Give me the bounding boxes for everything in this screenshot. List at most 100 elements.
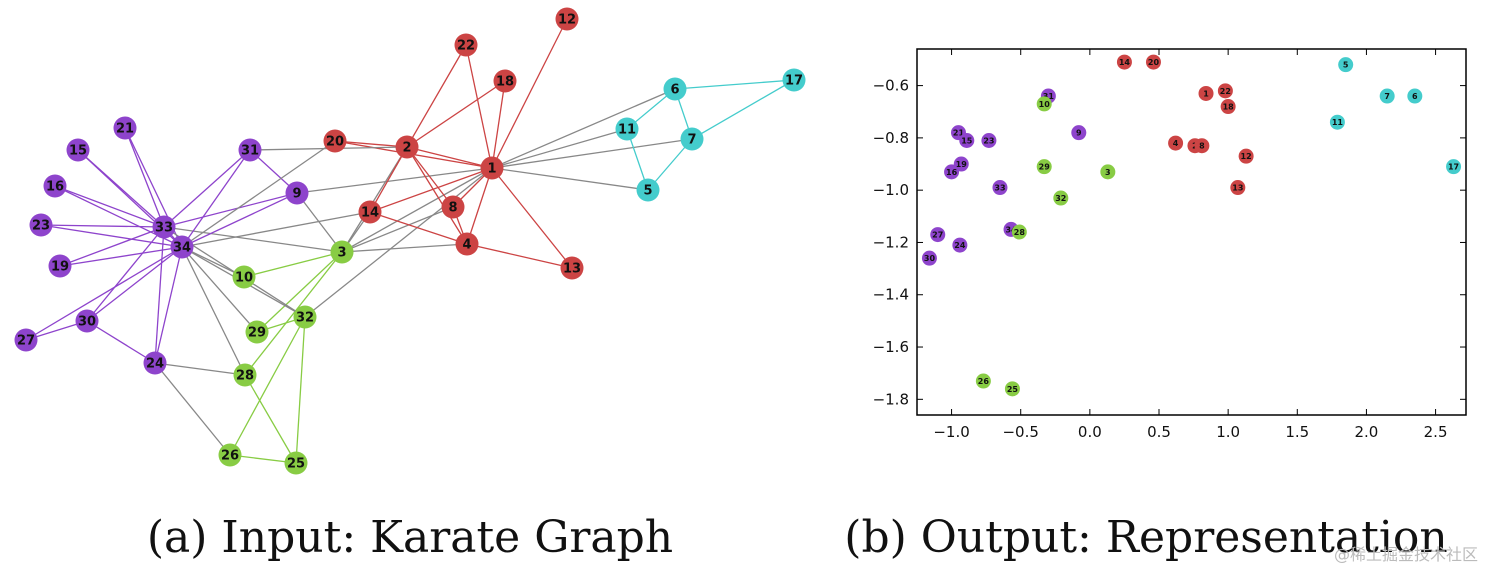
graph-edge-1-7 bbox=[491, 138, 693, 169]
graph-nodes: 1234567891011121314151617181920212223242… bbox=[14, 7, 806, 475]
scatter-point-30: 30 bbox=[921, 250, 937, 266]
scatter-point-label: 9 bbox=[1076, 129, 1082, 138]
graph-node-label: 19 bbox=[51, 260, 69, 275]
graph-node-label: 20 bbox=[326, 135, 344, 150]
graph-edge-3-8 bbox=[341, 206, 454, 253]
scatter-point-18: 18 bbox=[1220, 99, 1236, 115]
scatter-point-label: 23 bbox=[983, 137, 994, 146]
scatter-point-24: 24 bbox=[952, 237, 968, 253]
scatter-point-marker bbox=[1194, 138, 1210, 154]
graph-edge-24-30 bbox=[86, 320, 156, 364]
graph-node-label: 31 bbox=[241, 144, 259, 159]
graph-node-label: 16 bbox=[46, 180, 64, 195]
scatter-point-label: 8 bbox=[1199, 142, 1205, 151]
scatter-point-marker bbox=[1036, 159, 1052, 175]
scatter-point-marker bbox=[1100, 164, 1116, 180]
scatter-point-8: 8 bbox=[1194, 138, 1210, 154]
graph-node-circle bbox=[680, 127, 704, 151]
graph-node-label: 28 bbox=[236, 369, 254, 384]
scatter-point-10: 10 bbox=[1036, 96, 1052, 112]
graph-edge-24-28 bbox=[154, 362, 246, 376]
watermark: @稀土掘金技术社区 bbox=[1334, 545, 1478, 564]
graph-node-label: 18 bbox=[496, 75, 514, 90]
graph-node-9: 9 bbox=[285, 181, 309, 205]
graph-edge-21-33 bbox=[124, 127, 165, 228]
scatter-point-label: 29 bbox=[1039, 163, 1051, 172]
graph-node-label: 13 bbox=[563, 262, 581, 277]
scatter-point-marker bbox=[1446, 159, 1462, 175]
graph-node-label: 7 bbox=[687, 133, 696, 148]
graph-node-17: 17 bbox=[782, 68, 806, 92]
graph-node-circle bbox=[284, 451, 308, 475]
graph-node-circle bbox=[113, 116, 137, 140]
scatter-point-13: 13 bbox=[1230, 180, 1246, 196]
graph-edge-27-34 bbox=[25, 246, 183, 341]
graph-edge-1-22 bbox=[465, 44, 493, 169]
scatter-point-11: 11 bbox=[1329, 114, 1345, 130]
caption-right: (b) Output: Representation bbox=[844, 512, 1447, 563]
scatter-point-label: 13 bbox=[1232, 184, 1243, 193]
graph-node-19: 19 bbox=[48, 254, 72, 278]
scatter-point-marker bbox=[1011, 224, 1027, 240]
graph-node-25: 25 bbox=[284, 451, 308, 475]
graph-node-11: 11 bbox=[615, 117, 639, 141]
graph-edge-25-32 bbox=[295, 316, 306, 464]
scatter-point-marker bbox=[1238, 148, 1254, 164]
graph-node-label: 21 bbox=[116, 122, 134, 137]
scatter-point-25: 25 bbox=[1004, 381, 1020, 397]
graph-edge-24-33 bbox=[154, 226, 165, 364]
graph-node-8: 8 bbox=[441, 195, 465, 219]
graph-node-circle bbox=[493, 69, 517, 93]
graph-node-circle bbox=[330, 240, 354, 264]
graph-node-33: 33 bbox=[152, 215, 176, 239]
graph-node-circle bbox=[555, 7, 579, 31]
graph-node-label: 30 bbox=[78, 315, 96, 330]
graph-node-label: 25 bbox=[287, 457, 305, 472]
graph-node-label: 15 bbox=[69, 144, 87, 159]
scatter-point-marker bbox=[1198, 85, 1214, 101]
graph-edge-1-5 bbox=[491, 167, 649, 191]
graph-node-label: 14 bbox=[361, 206, 379, 221]
graph-node-label: 27 bbox=[17, 334, 35, 349]
plot-frame bbox=[916, 48, 1467, 416]
graph-node-13: 13 bbox=[560, 256, 584, 280]
graph-node-label: 33 bbox=[155, 221, 173, 236]
scatter-point-label: 10 bbox=[1039, 100, 1051, 109]
graph-node-24: 24 bbox=[143, 351, 167, 375]
graph-edge-29-34 bbox=[181, 246, 258, 333]
scatter-point-label: 24 bbox=[954, 241, 966, 250]
graph-node-label: 4 bbox=[462, 238, 471, 253]
graph-edge-26-32 bbox=[229, 316, 306, 456]
graph-node-circle bbox=[245, 320, 269, 344]
graph-node-label: 29 bbox=[248, 326, 266, 341]
scatter-point-1: 1 bbox=[1198, 85, 1214, 101]
scatter-point-marker bbox=[1168, 135, 1184, 151]
graph-node-label: 6 bbox=[670, 83, 679, 98]
graph-node-1: 1 bbox=[480, 156, 504, 180]
scatter-point-label: 19 bbox=[956, 160, 968, 169]
graph-node-label: 10 bbox=[235, 271, 253, 286]
scatter-point-label: 4 bbox=[1173, 139, 1179, 148]
scatter-point-20: 20 bbox=[1145, 54, 1161, 70]
scatter-point-marker bbox=[1338, 57, 1354, 73]
x-tick-label: 1.5 bbox=[1285, 423, 1309, 441]
graph-edge-20-34 bbox=[181, 140, 336, 248]
graph-node-6: 6 bbox=[663, 77, 687, 101]
graph-edge-2-4 bbox=[406, 146, 468, 245]
graph-edge-28-34 bbox=[181, 246, 246, 376]
scatter-point-15: 15 bbox=[959, 133, 975, 148]
graph-node-34: 34 bbox=[170, 235, 194, 259]
graph-node-circle bbox=[29, 213, 53, 237]
x-tick-label: −1.0 bbox=[933, 423, 969, 441]
graph-node-label: 22 bbox=[457, 39, 475, 54]
graph-node-5: 5 bbox=[636, 178, 660, 202]
graph-edge-9-34 bbox=[181, 192, 298, 248]
graph-node-circle bbox=[663, 77, 687, 101]
graph-edge-1-12 bbox=[491, 18, 568, 169]
graph-node-23: 23 bbox=[29, 213, 53, 237]
x-tick-label: 1.0 bbox=[1216, 423, 1240, 441]
scatter-point-33: 33 bbox=[992, 180, 1008, 196]
scatter-point-28: 28 bbox=[1011, 224, 1027, 240]
graph-edge-23-33 bbox=[40, 224, 165, 228]
graph-edge-3-4 bbox=[341, 243, 468, 253]
